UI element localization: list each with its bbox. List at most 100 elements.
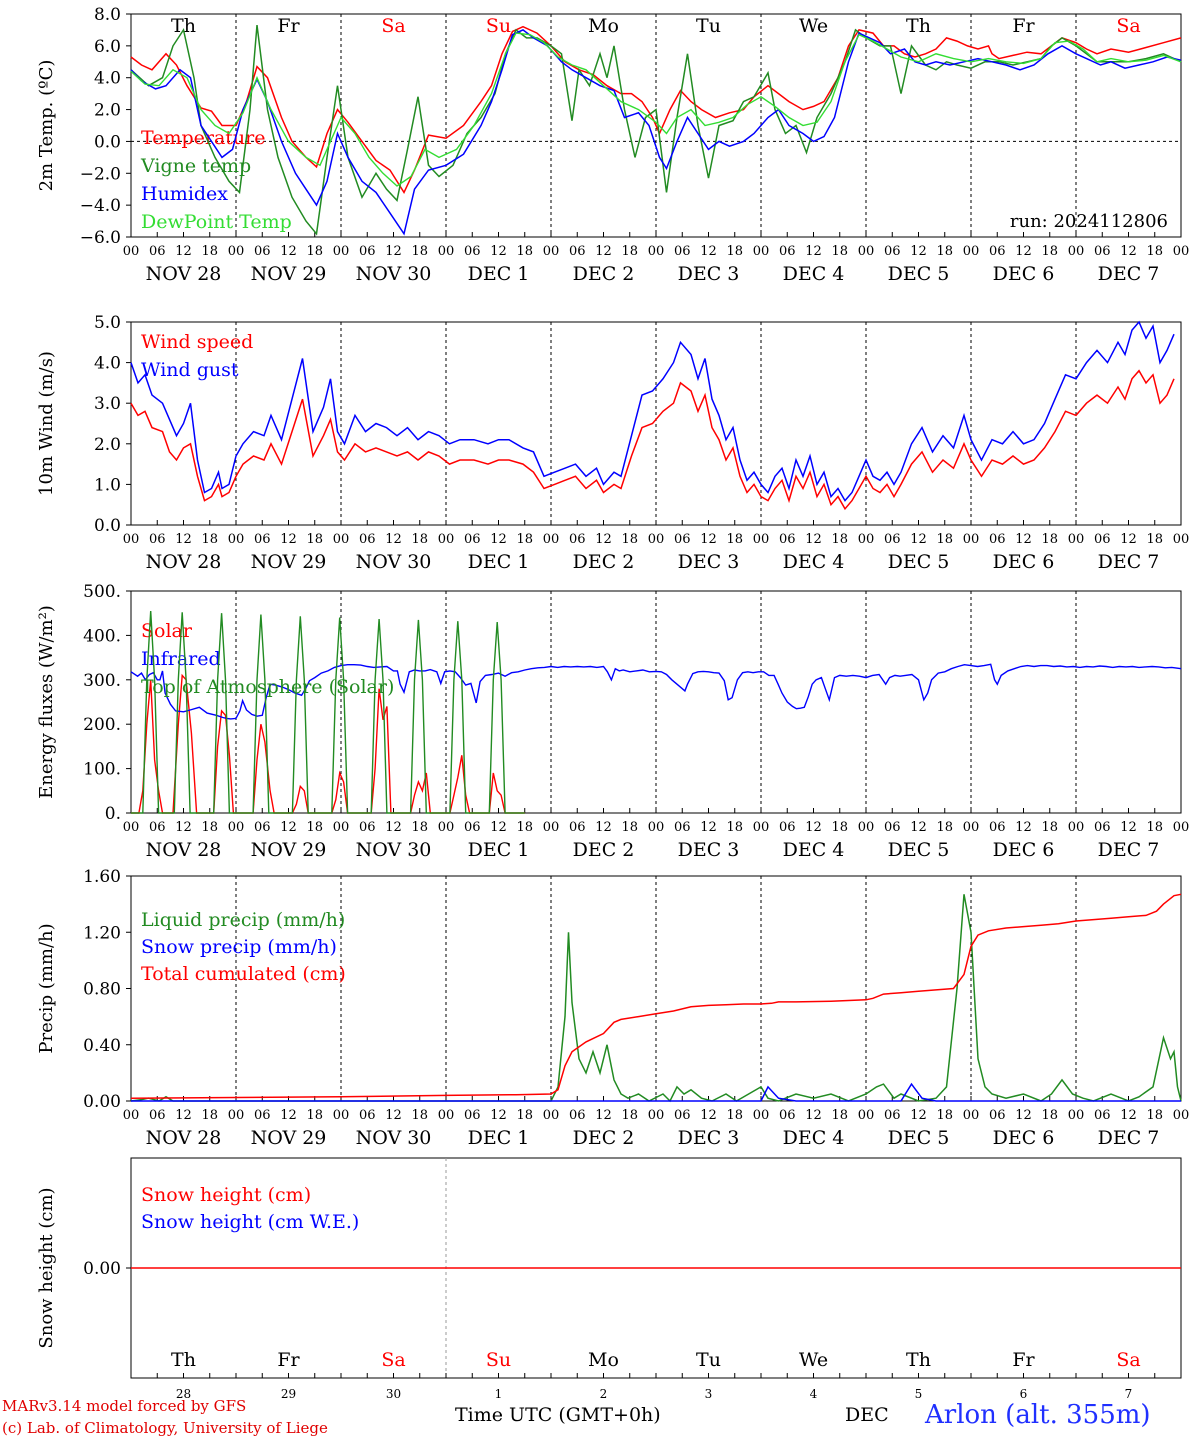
panel-4-hour-label: 06 bbox=[464, 1108, 481, 1123]
panel-4-hour-label: 12 bbox=[1120, 1108, 1137, 1123]
panel-4-ylabel: Precip (mm/h) bbox=[36, 923, 57, 1053]
panel-1-hour-label: 12 bbox=[700, 244, 717, 259]
panel-1-hour-label: 00 bbox=[1173, 244, 1190, 259]
panel-3-hour-label: 00 bbox=[438, 820, 455, 835]
panel-5-weekday-label: Tu bbox=[696, 1349, 721, 1371]
panel-3-date-label: NOV 29 bbox=[251, 839, 327, 861]
panel-1-weekday-label: Tu bbox=[696, 15, 721, 37]
panel-1-hour-label: 18 bbox=[831, 244, 848, 259]
panel-2-date-label: DEC 3 bbox=[678, 551, 740, 573]
day-number-label: 29 bbox=[281, 1387, 296, 1401]
panel-1-hour-label: 18 bbox=[621, 244, 638, 259]
panel-1-hour-label: 06 bbox=[674, 244, 691, 259]
panel-3-hour-label: 06 bbox=[464, 820, 481, 835]
panel-3-hour-label: 18 bbox=[411, 820, 428, 835]
panel-2-ytick-label: 4.0 bbox=[94, 354, 121, 374]
panel-5-weekday-label: Th bbox=[906, 1349, 931, 1371]
panel-4-hour-label: 18 bbox=[726, 1108, 743, 1123]
panel-1-ytick-label: −4.0 bbox=[80, 196, 121, 216]
panel-1-hour-label: 00 bbox=[753, 244, 770, 259]
panel-1-ylabel: 2m Temp. (ºC) bbox=[36, 60, 57, 192]
panel-2-hour-label: 18 bbox=[726, 532, 743, 547]
panel-4-date-label: NOV 28 bbox=[146, 1127, 222, 1149]
panel-4-hour-label: 12 bbox=[490, 1108, 507, 1123]
panel-1-weekday-label: Th bbox=[171, 15, 196, 37]
panel-1-hour-label: 06 bbox=[254, 244, 271, 259]
panel-4-hour-label: 06 bbox=[569, 1108, 586, 1123]
panel-1-hour-label: 12 bbox=[910, 244, 927, 259]
panel-4-series-red bbox=[130, 893, 1182, 1099]
panel-3-ytick-label: 0. bbox=[105, 804, 121, 824]
panel-2-hour-label: 18 bbox=[831, 532, 848, 547]
panel-1-hour-label: 06 bbox=[779, 244, 796, 259]
panel-3-hour-label: 12 bbox=[490, 820, 507, 835]
panel-3-date-label: DEC 1 bbox=[468, 839, 530, 861]
panel-1-hour-label: 00 bbox=[228, 244, 245, 259]
panel-5-weekday-label: Mo bbox=[588, 1349, 619, 1371]
panel-2-hour-label: 12 bbox=[385, 532, 402, 547]
panel-3-hour-label: 18 bbox=[306, 820, 323, 835]
panel-2-legend-red: Wind speed bbox=[141, 331, 253, 353]
panel-2-hour-label: 00 bbox=[753, 532, 770, 547]
panel-3-date-label: DEC 7 bbox=[1098, 839, 1160, 861]
panel-1-date-label: DEC 2 bbox=[573, 263, 635, 285]
panel-3-hour-label: 18 bbox=[831, 820, 848, 835]
panel-1-hour-label: 06 bbox=[1094, 244, 1111, 259]
panel-5-legend-red: Snow height (cm) bbox=[141, 1184, 311, 1206]
panel-3-hour-label: 00 bbox=[963, 820, 980, 835]
panel-1-hour-label: 18 bbox=[936, 244, 953, 259]
panel-3-hour-label: 06 bbox=[674, 820, 691, 835]
panel-4-date-label: NOV 30 bbox=[356, 1127, 432, 1149]
panel-4-date-label: DEC 6 bbox=[993, 1127, 1055, 1149]
panel-2-hour-label: 12 bbox=[1120, 532, 1137, 547]
panel-1-hour-label: 06 bbox=[464, 244, 481, 259]
panel-3-hour-label: 06 bbox=[884, 820, 901, 835]
panel-3-hour-label: 00 bbox=[1173, 820, 1190, 835]
panel-1-hour-label: 18 bbox=[411, 244, 428, 259]
panel-4-hour-label: 12 bbox=[280, 1108, 297, 1123]
panel-1-date-label: DEC 5 bbox=[888, 263, 950, 285]
panel-5-weekday-label: Fr bbox=[277, 1349, 300, 1371]
panel-2-hour-label: 06 bbox=[884, 532, 901, 547]
panel-3-hour-label: 06 bbox=[779, 820, 796, 835]
panel-4-hour-label: 06 bbox=[779, 1108, 796, 1123]
panel-2-date-label: NOV 30 bbox=[356, 551, 432, 573]
panel-2-hour-label: 18 bbox=[411, 532, 428, 547]
panel-5-legend-blue: Snow height (cm W.E.) bbox=[141, 1211, 359, 1233]
panel-3-hour-label: 06 bbox=[254, 820, 271, 835]
panel-1-hour-label: 18 bbox=[201, 244, 218, 259]
panel-2-hour-label: 18 bbox=[621, 532, 638, 547]
lab-credit: (c) Lab. of Climatology, University of L… bbox=[2, 1419, 328, 1437]
panel-4-hour-label: 06 bbox=[1094, 1108, 1111, 1123]
panel-2-hour-label: 12 bbox=[910, 532, 927, 547]
panel-2-hour-label: 00 bbox=[858, 532, 875, 547]
panel-3-ytick-label: 500. bbox=[83, 582, 121, 602]
panel-1-ytick-label: 4.0 bbox=[94, 69, 121, 89]
panel-3-hour-label: 18 bbox=[621, 820, 638, 835]
panel-4-series-green bbox=[130, 894, 1182, 1103]
panel-3-ytick-label: 200. bbox=[83, 715, 121, 735]
panel-2-hour-label: 06 bbox=[779, 532, 796, 547]
month-label: DEC bbox=[845, 1404, 889, 1426]
panel-3-hour-label: 12 bbox=[280, 820, 297, 835]
panel-2-date-label: DEC 4 bbox=[783, 551, 845, 573]
panel-3-hour-label: 18 bbox=[1041, 820, 1058, 835]
panel-3-date-label: DEC 6 bbox=[993, 839, 1055, 861]
panel-3-ytick-label: 100. bbox=[83, 760, 121, 780]
panel-4-hour-label: 12 bbox=[385, 1108, 402, 1123]
panel-2-hour-label: 12 bbox=[1015, 532, 1032, 547]
panel-2-hour-label: 18 bbox=[1146, 532, 1163, 547]
panel-5-weekday-label: Sa bbox=[381, 1349, 405, 1371]
panel-3-hour-label: 12 bbox=[175, 820, 192, 835]
panel-4-hour-label: 00 bbox=[858, 1108, 875, 1123]
panel-4-date-label: DEC 5 bbox=[888, 1127, 950, 1149]
panel-4-hour-label: 18 bbox=[306, 1108, 323, 1123]
panel-4-date-label: DEC 7 bbox=[1098, 1127, 1160, 1149]
panel-1-hour-label: 00 bbox=[1068, 244, 1085, 259]
panel-1-hour-label: 06 bbox=[149, 244, 166, 259]
panel-1-hour-label: 06 bbox=[884, 244, 901, 259]
panel-3-date-label: DEC 4 bbox=[783, 839, 845, 861]
panel-1-hour-label: 06 bbox=[989, 244, 1006, 259]
panel-3-hour-label: 06 bbox=[149, 820, 166, 835]
panel-2-hour-label: 06 bbox=[569, 532, 586, 547]
